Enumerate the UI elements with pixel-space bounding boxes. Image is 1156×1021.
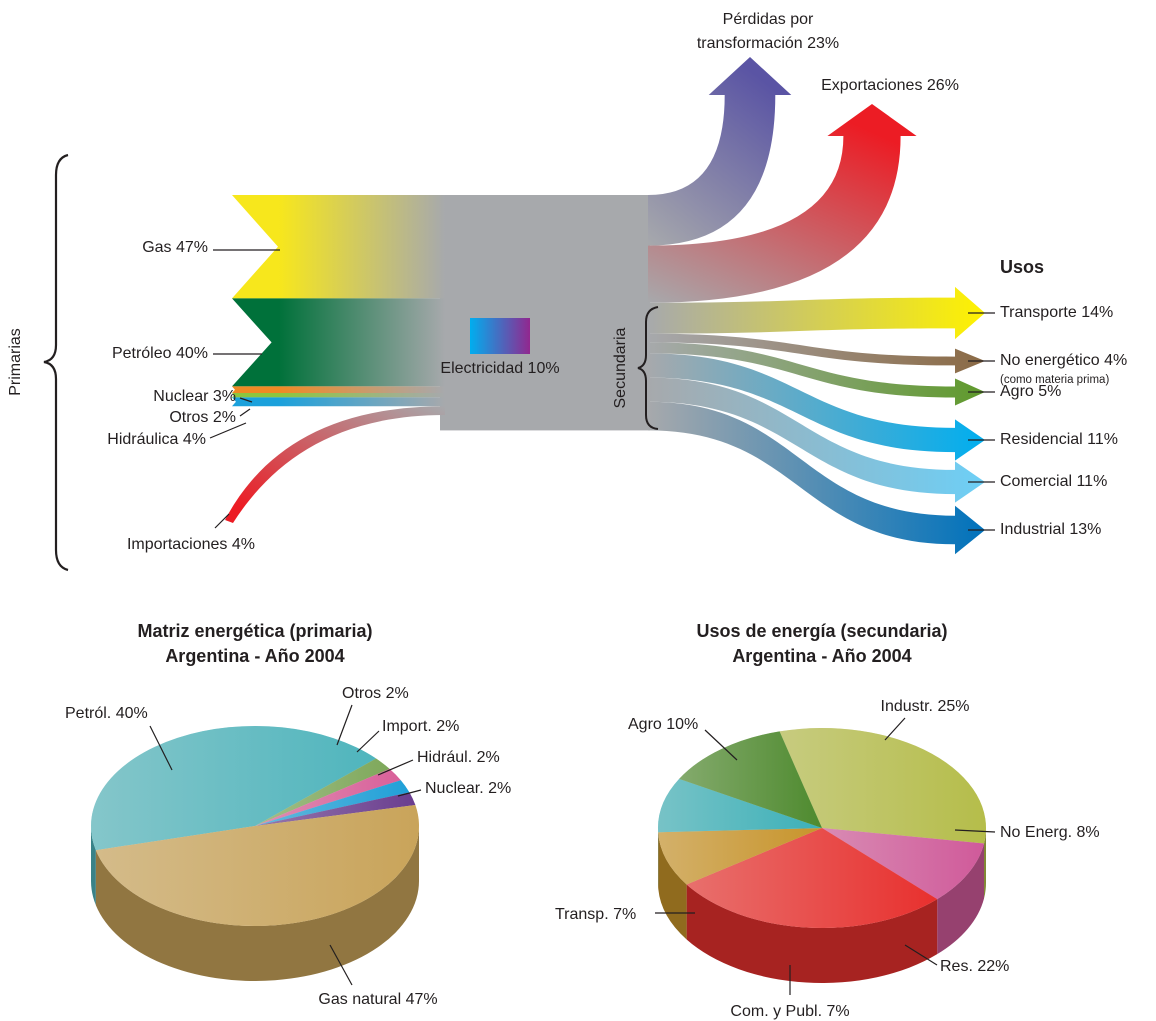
leader-line — [904, 944, 938, 966]
flow-arrow — [648, 353, 985, 461]
slice-label: Import. 2% — [382, 718, 459, 735]
leader-line — [954, 829, 996, 833]
slice-sheen — [255, 792, 416, 826]
slice-sheen — [779, 727, 987, 844]
flow-band — [232, 386, 445, 393]
leader-line — [397, 789, 422, 797]
flow-band — [232, 397, 445, 407]
leader-line — [704, 729, 738, 761]
leader-line — [329, 944, 353, 986]
slice-sheen — [658, 778, 822, 833]
secondary-brace — [637, 306, 659, 430]
leader-line — [884, 717, 906, 741]
losses-label: transformación 23% — [697, 35, 839, 52]
flow-band — [232, 393, 445, 398]
flows — [225, 57, 985, 555]
slice-sheen — [95, 805, 419, 926]
primary-brace — [43, 153, 69, 572]
use-label: No energético 4% — [1000, 352, 1127, 369]
uses-heading: Usos — [1000, 257, 1044, 277]
pie-title: Usos de energía (secundaria) — [696, 621, 947, 641]
leader-line — [209, 422, 247, 439]
flow-arrow — [648, 401, 985, 555]
source-label: Nuclear 3% — [153, 388, 236, 405]
slice-label: No Energ. 8% — [1000, 824, 1100, 841]
source-label: Petróleo 40% — [112, 345, 208, 362]
slice-side — [937, 843, 985, 955]
use-label: Industrial 13% — [1000, 521, 1101, 538]
leader-line — [356, 730, 380, 753]
use-label: Residencial 11% — [1000, 431, 1118, 448]
leader-line — [336, 704, 353, 746]
slice-sheen — [255, 780, 410, 826]
leader-line — [149, 725, 173, 771]
flow-band — [232, 298, 445, 387]
flow-arrow — [648, 286, 985, 340]
source-label: Otros 2% — [169, 409, 236, 426]
flow-band — [225, 406, 445, 523]
leader-line — [239, 397, 253, 403]
losses-label: Pérdidas por — [723, 11, 814, 28]
slice-label: Otros 2% — [342, 685, 409, 702]
slice-label: Hidrául. 2% — [417, 749, 500, 766]
center-block — [440, 195, 650, 431]
slice-sheen — [255, 768, 401, 826]
primary-label: Primarias — [7, 328, 24, 396]
slice-side — [95, 826, 420, 981]
use-note: (como materia prima) — [1000, 374, 1109, 386]
slice-side — [91, 826, 96, 906]
pie-subtitle: Argentina - Año 2004 — [732, 646, 911, 666]
flow-arrow — [648, 104, 917, 303]
slice-sheen — [686, 828, 938, 928]
slice-label: Gas natural 47% — [318, 991, 437, 1008]
leader-line — [214, 513, 230, 529]
slice-label: Transp. 7% — [555, 906, 636, 923]
slice-sheen — [255, 758, 390, 826]
slice-sheen — [90, 725, 377, 851]
slice-label: Agro 10% — [628, 716, 698, 733]
use-label: Transporte 14% — [1000, 304, 1113, 321]
pie — [90, 725, 420, 981]
source-label: Gas 47% — [142, 239, 208, 256]
slice-label: Petról. 40% — [65, 705, 148, 722]
exports-label: Exportaciones 26% — [821, 77, 959, 94]
flow-arrow — [648, 333, 985, 374]
source-label: Importaciones 4% — [127, 536, 255, 553]
leader-line — [377, 759, 414, 776]
flow-arrow — [648, 342, 985, 406]
slice-sheen — [822, 828, 985, 900]
leader-line — [239, 408, 251, 417]
flow-arrow — [648, 377, 985, 503]
flow-band — [232, 195, 445, 299]
use-label: Agro 5% — [1000, 383, 1061, 400]
electricity-swatch — [470, 318, 530, 354]
slice-label: Res. 22% — [940, 958, 1009, 975]
slice-label: Com. y Publ. 7% — [730, 1003, 849, 1020]
slice-sheen — [679, 731, 822, 828]
use-label: Comercial 11% — [1000, 473, 1107, 490]
pie — [658, 727, 987, 983]
electricity-label: Electricidad 10% — [440, 360, 559, 377]
slice-sheen — [658, 828, 822, 885]
source-label: Hidráulica 4% — [107, 431, 206, 448]
slice-label: Industr. 25% — [881, 698, 970, 715]
pie-title: Matriz energética (primaria) — [137, 621, 372, 641]
secondary-label: Secundaria — [612, 327, 629, 408]
slice-side — [686, 884, 938, 983]
slice-label: Nuclear. 2% — [425, 780, 511, 797]
slice-side — [984, 828, 986, 899]
pie-subtitle: Argentina - Año 2004 — [165, 646, 344, 666]
flow-arrow — [648, 57, 792, 246]
